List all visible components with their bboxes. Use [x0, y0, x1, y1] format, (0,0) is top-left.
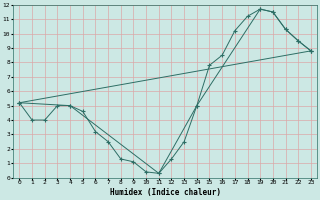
X-axis label: Humidex (Indice chaleur): Humidex (Indice chaleur) — [110, 188, 220, 197]
